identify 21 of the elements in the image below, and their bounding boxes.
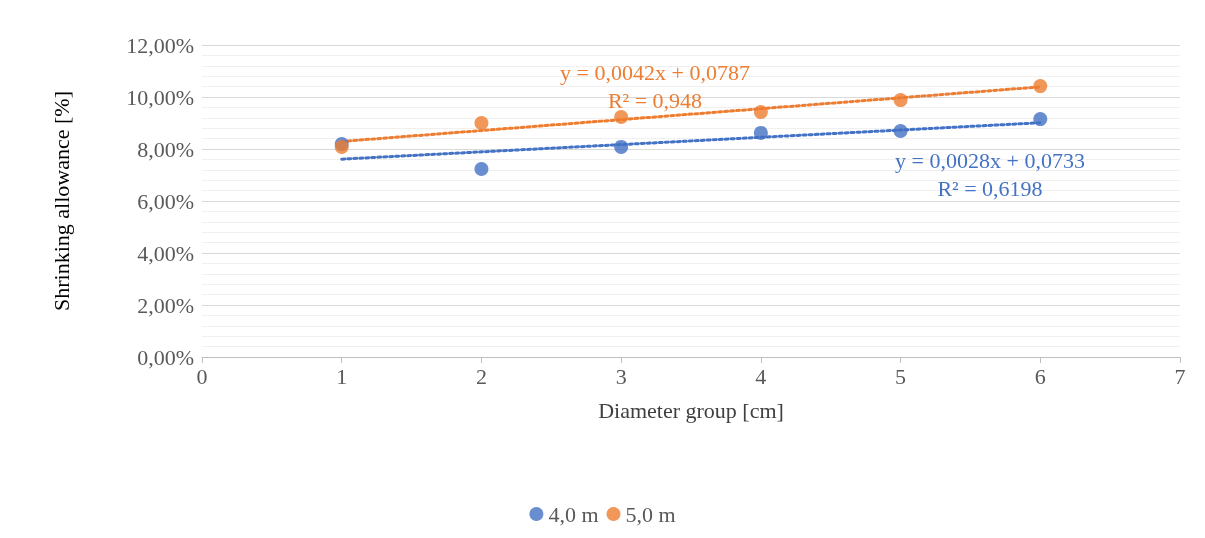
- annotation: y = 0,0042x + 0,0787 R² = 0,948: [560, 59, 750, 113]
- x-tick-label: 4: [755, 363, 767, 389]
- y-tick-label: 4,00%: [137, 240, 194, 266]
- x-tick-label: 0: [196, 363, 208, 389]
- legend-label: 5,0 m: [625, 501, 676, 527]
- legend-label: 4,0 m: [548, 501, 599, 527]
- x-tick-label: 3: [615, 363, 627, 389]
- y-tick-label: 2,00%: [137, 292, 194, 318]
- y-tick-label: 6,00%: [137, 188, 194, 214]
- y-tick-label: 10,00%: [126, 84, 194, 110]
- annotation: y = 0,0028x + 0,0733 R² = 0,6198: [895, 147, 1085, 201]
- y-axis-title: Shrinking allowance [%]: [48, 91, 74, 311]
- x-tick-label: 5: [895, 363, 907, 389]
- y-tick-label: 8,00%: [137, 136, 194, 162]
- x-tick-label: 1: [336, 363, 348, 389]
- x-tick-label: 6: [1034, 363, 1046, 389]
- x-tick-label: 7: [1174, 363, 1186, 389]
- x-axis-title: Diameter group [cm]: [598, 397, 784, 423]
- y-tick-label: 0,00%: [137, 344, 194, 370]
- y-tick-label: 12,00%: [126, 32, 194, 58]
- x-tick-label: 2: [475, 363, 487, 389]
